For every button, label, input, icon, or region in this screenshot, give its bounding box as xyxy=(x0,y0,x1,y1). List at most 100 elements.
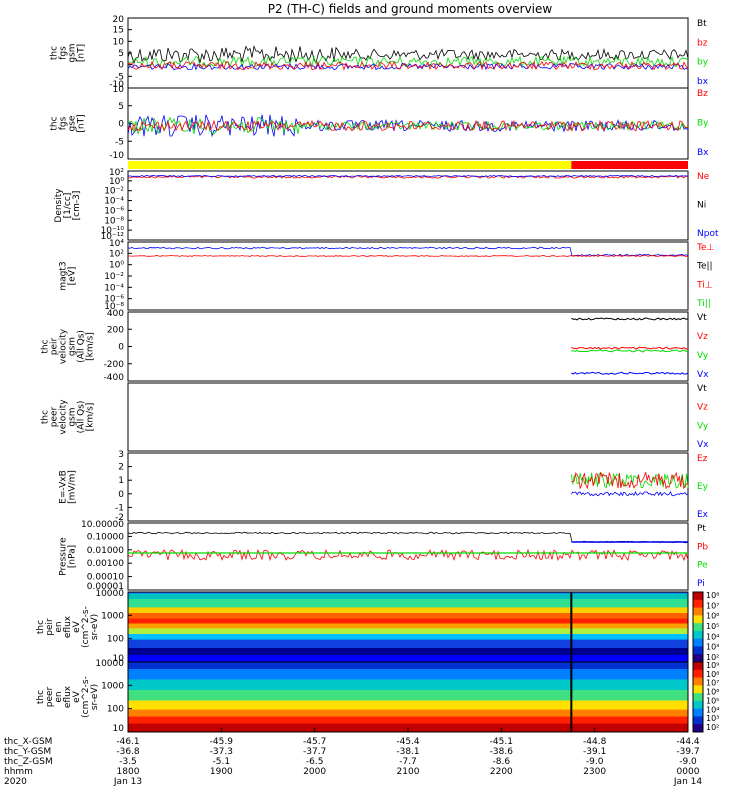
xaxis-value: -38.1 xyxy=(396,747,419,757)
colorbar-tick: 10⁸ xyxy=(706,670,719,679)
xaxis-value: 1800 xyxy=(117,767,140,777)
legend-pressure: Pt xyxy=(697,524,706,534)
ylabel-line: thc xyxy=(36,620,46,634)
ylabel-line: eV xyxy=(72,620,82,633)
legend-peer_velocity: Vy xyxy=(697,421,709,431)
ylabel-line: magt3 xyxy=(59,261,69,290)
colorbar-cell xyxy=(693,724,703,733)
ylabel-line: thc xyxy=(41,339,51,353)
xaxis-value: -7.7 xyxy=(399,757,417,767)
ytick-label: 5 xyxy=(118,102,124,112)
ytick-label: 10.00000 xyxy=(81,520,124,530)
legend-fgs_gsm: bx xyxy=(697,77,709,87)
xaxis-value: -6.5 xyxy=(306,757,324,767)
ylabel-efield: E=-VxB [mV/m] xyxy=(59,470,78,504)
legend-temperature: Te|| xyxy=(696,262,713,272)
xaxis-row-label: thc_Z-GSM xyxy=(4,757,53,767)
legend-temperature: Ti⊥ xyxy=(696,280,713,290)
colorbar-cell xyxy=(693,630,703,640)
xaxis-row-label: hhmm xyxy=(4,767,33,777)
colorbar-cell xyxy=(693,669,703,679)
xaxis-value: -44.4 xyxy=(676,737,700,747)
colorbar-cell xyxy=(693,662,703,671)
ytick-label: 10⁰ xyxy=(109,261,124,271)
ylabel-line: eV xyxy=(72,690,82,703)
xaxis-value: -46.1 xyxy=(116,737,139,747)
xaxis-value: -39.7 xyxy=(676,747,699,757)
legend-pressure: Pe xyxy=(697,561,708,571)
colorbar-tick: 10³ xyxy=(706,714,719,723)
ytick-label: 10⁻⁸ xyxy=(104,302,124,312)
heatmap-band xyxy=(128,592,688,594)
xaxis-value: -44.8 xyxy=(583,737,607,747)
series-by xyxy=(127,55,689,69)
ytick-label: 0 xyxy=(118,343,124,353)
colorbar-tick: 10³ xyxy=(706,643,719,652)
colorbar-tick: 10⁵ xyxy=(706,622,719,631)
colorbar-tick: 10⁴ xyxy=(706,705,719,714)
ylabel-peer_velocity: thc peer velocity gsm (All Qs) [km/s] xyxy=(41,399,96,435)
ylabel-density: Density [1/cc] [cm-3] xyxy=(54,188,82,223)
xaxis-value: -9.0 xyxy=(586,757,604,767)
ytick-label: 10 xyxy=(113,85,125,95)
ytick-label: -5 xyxy=(115,72,124,82)
heatmap-band xyxy=(128,623,688,629)
legend-fgs_gsm: bz xyxy=(697,38,708,48)
ylabel-line: [km/s] xyxy=(86,332,96,361)
xaxis-value: -37.3 xyxy=(210,747,233,757)
xaxis-value: 0000 xyxy=(677,767,700,777)
series-Vx xyxy=(571,371,689,375)
colorbar-cell xyxy=(693,716,703,725)
panel-frame-density xyxy=(127,170,689,241)
ylabel-fgs_gsm: thc fgs gsm [nT] xyxy=(50,43,87,62)
ylabel-line: [km/s] xyxy=(86,403,96,432)
ylabel-line: peir xyxy=(45,618,55,636)
ytick-label: 200 xyxy=(107,325,124,335)
ylabel-peir_velocity: thc peir velocity gsm (All Qs) [km/s] xyxy=(41,328,96,364)
ytick-label: 10000 xyxy=(95,589,124,599)
colorbar-cell xyxy=(693,693,703,702)
series-Ex xyxy=(570,491,689,497)
ytick-label: 2 xyxy=(118,463,124,473)
series-Pb xyxy=(127,548,689,562)
colorbar-cell xyxy=(693,607,703,616)
xaxis-value: -45.1 xyxy=(490,737,513,747)
legend-temperature: Te⊥ xyxy=(696,243,715,253)
ylabel-line: [1/cc] xyxy=(63,193,73,219)
xaxis-value: 2200 xyxy=(490,767,513,777)
xaxis-value: 2300 xyxy=(583,767,606,777)
colorbar-tick: 10² xyxy=(706,723,719,732)
colorbar-tick: 10⁹ xyxy=(706,661,719,670)
ylabel-line: fgs xyxy=(59,46,69,60)
ylabel-line: (cm^2-s- xyxy=(81,606,91,648)
panel-frame-pressure xyxy=(127,522,689,591)
xaxis-value: -39.1 xyxy=(583,747,606,757)
ylabel-line: gse xyxy=(68,115,78,131)
heatmap-band xyxy=(128,613,688,620)
ytick-label: -400 xyxy=(104,373,125,383)
xaxis-value: -9.0 xyxy=(679,757,697,767)
xaxis-row-label: 2020 xyxy=(4,777,27,787)
ylabel-line: [eV] xyxy=(68,267,78,286)
ylabel-line: [mV/m] xyxy=(68,470,78,504)
heatmap-band xyxy=(128,648,688,656)
panel-frame-peer_velocity xyxy=(127,382,689,452)
ytick-label: 5 xyxy=(118,49,124,59)
legend-peir_velocity: Vx xyxy=(697,370,709,380)
ylabel-line: eflux xyxy=(63,685,73,708)
xaxis-value: -45.4 xyxy=(396,737,420,747)
legend-fgs_gsm: by xyxy=(697,58,709,68)
ytick-label: 10⁻¹² xyxy=(101,232,125,242)
ylabel-line: [nPa] xyxy=(68,545,78,568)
series-bz xyxy=(127,60,689,71)
colorbar-tick: 10⁴ xyxy=(706,632,719,641)
colorbar-frame xyxy=(692,661,704,733)
mode-bar-fast xyxy=(571,161,688,169)
legend-peer_velocity: Vz xyxy=(697,403,708,413)
ytick-label: 10⁻² xyxy=(104,187,124,197)
heatmap-band xyxy=(128,599,688,608)
legend-peir_velocity: Vz xyxy=(697,332,708,342)
legend-temperature: Ti|| xyxy=(696,299,711,309)
ytick-label: 1 xyxy=(118,476,124,486)
ylabel-line: (cm^2-s- xyxy=(81,676,91,718)
